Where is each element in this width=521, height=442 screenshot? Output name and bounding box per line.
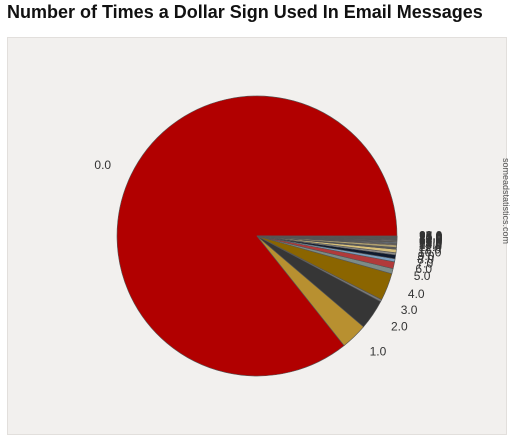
pie-slices [116, 95, 398, 377]
pie-slice-label-2-0: 2.0 [391, 319, 408, 333]
pie-slice-label-1-0: 1.0 [370, 345, 387, 359]
chart-title: Number of Times a Dollar Sign Used In Em… [7, 2, 483, 22]
pie-slice-label-5-0: 5.0 [414, 269, 431, 283]
pie-slice-label-0-0: 0.0 [94, 158, 111, 172]
pie-slice-label-10-0: 10.0 [418, 246, 442, 260]
pie-slice-label-25-0: 25.0 [419, 230, 443, 244]
pie-slice-label-9-0: 9.0 [418, 249, 435, 263]
pie-slice-label-3-0: 3.0 [401, 303, 418, 317]
pie-slice-label-23-0: 23.0 [419, 230, 443, 244]
pie-slice-label-15-0: 15.0 [419, 236, 443, 250]
source-watermark: someadstatistics.com [501, 158, 511, 245]
pie-slice-label-17-0: 17.0 [419, 234, 443, 248]
pie-slice-label-14-0: 14.0 [419, 237, 443, 251]
pie-slice-labels: 0.0 1.0 2.0 3.0 4.0 5.06.07.08.09.010.011.012… [94, 158, 442, 359]
pie-slice-label-4-0: 4.0 [408, 287, 425, 301]
pie-slice-label-6-0: 6.0 [415, 262, 432, 276]
pie-slice-label-19-0: 19.0 [419, 232, 443, 246]
pie-slice-label-24-0: 24.0 [419, 230, 443, 244]
pie-slice-label-27-0: 27.0 [419, 229, 443, 243]
pie-slice-label-16-0: 16.0 [419, 235, 443, 249]
pie-slice-label-20-0: 20.0 [419, 232, 443, 246]
pie-slice-label-21-0: 21.0 [419, 231, 443, 245]
pie-slice-label-26-0: 26.0 [419, 229, 443, 243]
pie-slice-label-18-0: 18.0 [419, 233, 443, 247]
pie-slice-label-11-0: 11.0 [418, 243, 441, 257]
pie-slice-label-13-0: 13.0 [419, 238, 443, 252]
pie-slice-label-22-0: 22.0 [419, 231, 443, 245]
pie-slice-label-8-0: 8.0 [417, 252, 434, 266]
pie-slice-label-12-0: 12.0 [419, 240, 443, 254]
pie-slice-label-28-0: 28.0 [419, 228, 443, 242]
pie-slice-label-7-0: 7.0 [417, 256, 434, 270]
